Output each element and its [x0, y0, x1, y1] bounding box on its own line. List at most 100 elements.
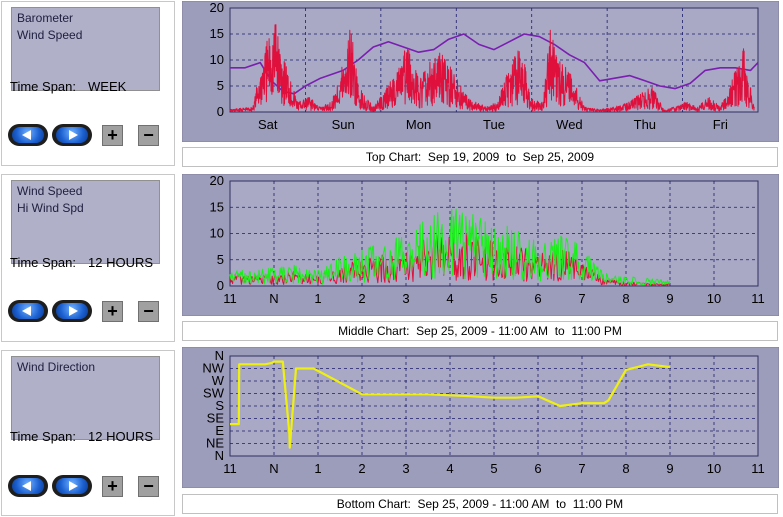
y-tick-label: 5 — [217, 78, 224, 93]
x-tick-label: 3 — [402, 291, 409, 306]
x-tick-label: 2 — [358, 461, 365, 476]
time-span-label: Time Span: — [10, 429, 76, 444]
x-tick-label: 4 — [446, 461, 453, 476]
right-arrow-icon — [69, 306, 78, 316]
x-tick-label: 5 — [490, 291, 497, 306]
x-tick-label: 11 — [223, 291, 237, 306]
x-tick-label: 7 — [578, 461, 585, 476]
bottom-chart-caption: Bottom Chart: Sep 25, 2009 - 11:00 AM to… — [182, 494, 778, 514]
time-span: Time Span: WEEK — [10, 79, 126, 94]
left-arrow-icon — [22, 130, 31, 140]
series-list[interactable]: Barometer Wind Speed — [11, 7, 160, 91]
back-button[interactable] — [8, 300, 48, 322]
y-tick-label: E — [215, 423, 224, 438]
right-arrow-icon — [69, 130, 78, 140]
x-tick-label: 11 — [223, 461, 237, 476]
left-arrow-icon — [22, 481, 31, 491]
top-chart[interactable]: 0 5 10 15 20 Sat Sun Mon Tue Wed Thu Fri — [182, 1, 779, 142]
control-panel-top: Barometer Wind Speed Time Span: WEEK + − — [1, 1, 175, 166]
control-panel-bottom: Wind Direction Time Span: 12 HOURS + − — [1, 350, 175, 516]
x-tick-label: N — [269, 461, 278, 476]
y-tick-label: 20 — [210, 174, 224, 188]
y-tick-label: 15 — [210, 26, 224, 41]
x-tick-label: 1 — [314, 291, 321, 306]
zoom-in-button[interactable]: + — [102, 476, 123, 497]
zoom-out-button[interactable]: − — [138, 301, 159, 322]
x-tick-label: 8 — [622, 461, 629, 476]
x-tick-label: Wed — [556, 117, 583, 132]
series-list[interactable]: Wind Direction — [11, 356, 160, 440]
x-tick-label: 3 — [402, 461, 409, 476]
bottom-chart[interactable]: N NE E SE S SW W NW N 11 N 1 2 3 4 5 6 7 8 9 10 11 — [182, 347, 779, 488]
x-tick-label: 9 — [666, 461, 673, 476]
middle-chart[interactable]: 0 5 10 15 20 11 N 1 2 3 4 5 6 7 8 9 10 11 — [182, 174, 779, 316]
time-span-value[interactable]: WEEK — [88, 79, 127, 94]
y-tick-label: 10 — [210, 226, 224, 241]
time-span-label: Time Span: — [10, 79, 76, 94]
x-tick-label: 6 — [534, 291, 541, 306]
x-tick-label: 1 — [314, 461, 321, 476]
y-tick-label: 15 — [210, 199, 224, 214]
series-item[interactable]: Wind Direction — [17, 360, 96, 374]
time-span-value[interactable]: 12 HOURS — [88, 429, 154, 444]
x-tick-label: 11 — [751, 291, 765, 306]
top-chart-svg: 0 5 10 15 20 Sat Sun Mon Tue Wed Thu Fri — [182, 1, 779, 142]
y-tick-label: SE — [207, 411, 225, 426]
series-line-wind-direction — [230, 360, 671, 449]
x-tick-label: Sat — [258, 117, 278, 132]
forward-button[interactable] — [52, 124, 92, 146]
x-tick-label: 9 — [666, 291, 673, 306]
series-line-hi-wind-spd — [229, 208, 671, 286]
back-button[interactable] — [8, 124, 48, 146]
x-tick-label: 7 — [578, 291, 585, 306]
x-tick-label: Mon — [406, 117, 431, 132]
x-tick-label: 6 — [534, 461, 541, 476]
time-span: Time Span: 12 HOURS — [10, 429, 153, 444]
y-tick-label: 0 — [217, 278, 224, 293]
middle-chart-caption: Middle Chart: Sep 25, 2009 - 11:00 AM to… — [182, 321, 778, 341]
series-item[interactable]: Hi Wind Spd — [17, 201, 84, 215]
y-tick-label: 0 — [217, 104, 224, 119]
series-item[interactable]: Wind Speed — [17, 28, 83, 42]
forward-button[interactable] — [52, 300, 92, 322]
x-tick-label: 5 — [490, 461, 497, 476]
zoom-in-button[interactable]: + — [102, 125, 123, 146]
x-tick-label: N — [269, 291, 278, 306]
forward-button[interactable] — [52, 475, 92, 497]
y-tick-label: S — [215, 398, 224, 413]
left-arrow-icon — [22, 306, 31, 316]
y-tick-label: NW — [202, 361, 224, 376]
y-tick-label: 10 — [210, 52, 224, 67]
series-line-wind-speed — [229, 24, 755, 113]
zoom-out-button[interactable]: − — [138, 125, 159, 146]
time-span-value[interactable]: 12 HOURS — [88, 255, 154, 270]
x-tick-label: 10 — [707, 291, 721, 306]
right-arrow-icon — [69, 481, 78, 491]
y-tick-label: NE — [206, 436, 224, 451]
time-span: Time Span: 12 HOURS — [10, 255, 153, 270]
x-tick-label: Thu — [634, 117, 656, 132]
y-tick-label: SW — [203, 386, 225, 401]
x-tick-label: Tue — [483, 117, 505, 132]
back-button[interactable] — [8, 475, 48, 497]
x-tick-label: 10 — [707, 461, 721, 476]
middle-chart-svg: 0 5 10 15 20 11 N 1 2 3 4 5 6 7 8 9 10 11 — [182, 174, 779, 316]
x-tick-label: 8 — [622, 291, 629, 306]
time-span-label: Time Span: — [10, 255, 76, 270]
x-tick-label: Fri — [713, 117, 728, 132]
x-tick-label: Sun — [332, 117, 355, 132]
y-tick-label: N — [215, 348, 224, 363]
series-list[interactable]: Wind Speed Hi Wind Spd — [11, 180, 160, 264]
y-tick-label: W — [212, 373, 225, 388]
x-tick-label: 11 — [751, 461, 765, 476]
control-panel-middle: Wind Speed Hi Wind Spd Time Span: 12 HOUR… — [1, 174, 175, 342]
y-tick-label: 20 — [210, 1, 224, 15]
zoom-in-button[interactable]: + — [102, 301, 123, 322]
series-item[interactable]: Wind Speed — [17, 184, 83, 198]
x-tick-label: 4 — [446, 291, 453, 306]
y-tick-label: 5 — [217, 252, 224, 267]
top-chart-caption: Top Chart: Sep 19, 2009 to Sep 25, 2009 — [182, 147, 778, 167]
zoom-out-button[interactable]: − — [138, 476, 159, 497]
series-item[interactable]: Barometer — [17, 11, 74, 25]
